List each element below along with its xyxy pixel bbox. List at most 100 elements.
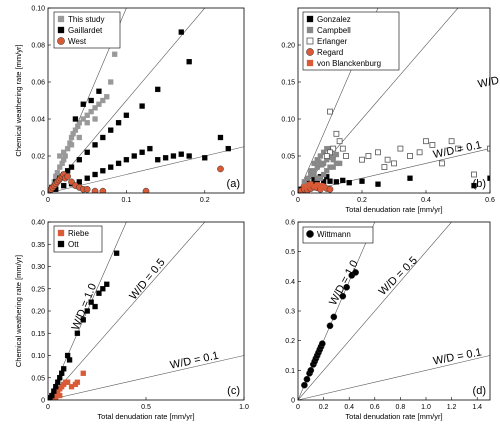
legend: Wittmann — [302, 226, 374, 244]
data-point — [303, 375, 311, 383]
data-point — [115, 160, 122, 167]
legend-marker — [57, 229, 65, 237]
data-point — [407, 175, 413, 181]
y-tick-label: 0.10 — [31, 353, 45, 360]
legend: Riebe Ott — [53, 225, 103, 253]
data-point — [108, 79, 114, 85]
ratio-line — [48, 8, 127, 193]
data-point — [88, 97, 94, 104]
x-tick-label: 0.2 — [200, 197, 210, 204]
x-tick-label: 0 — [46, 404, 50, 411]
ratio-label: W/D = 0.1 — [169, 350, 220, 372]
data-point — [108, 164, 114, 170]
data-point — [99, 187, 107, 193]
data-point — [91, 187, 99, 193]
legend: Gonzalez Campbell Erlanger Regard von Blanck… — [302, 11, 400, 71]
data-point — [327, 149, 333, 156]
data-point — [178, 29, 184, 35]
y-tick-label: 0.20 — [31, 309, 45, 316]
legend-label: Gaillardet — [68, 26, 103, 35]
data-point — [308, 168, 314, 174]
ratio-label: W/D = 1.0 — [327, 258, 361, 307]
y-tick-label: 0.20 — [281, 43, 295, 50]
legend-label: Ott — [68, 240, 79, 249]
data-point — [61, 366, 67, 372]
data-point — [57, 392, 63, 399]
data-point — [343, 153, 349, 159]
legend-marker — [306, 230, 314, 238]
data-point — [92, 142, 98, 148]
data-point — [391, 160, 397, 167]
data-point — [104, 281, 110, 287]
x-tick-label: 1.0 — [239, 404, 249, 411]
y-tick-label: 0 — [291, 191, 295, 198]
data-point — [346, 179, 352, 186]
y-tick-label: 0.05 — [31, 375, 45, 382]
data-point — [111, 51, 118, 57]
data-point — [202, 155, 208, 161]
y-tick-label: 0.5 — [285, 249, 295, 256]
x-axis-title: Total denudation rate [mm/yr] — [345, 412, 442, 421]
x-tick-label: 1.4 — [472, 404, 482, 411]
data-point — [301, 381, 308, 389]
x-tick-label: 0.4 — [344, 404, 354, 411]
y-tick-label: 0.1 — [285, 368, 295, 375]
data-point — [123, 112, 130, 118]
ratio-line — [48, 8, 206, 193]
data-point — [64, 173, 71, 180]
ratio-line — [48, 222, 127, 400]
data-point — [123, 157, 130, 163]
data-point — [333, 179, 340, 185]
data-point — [55, 379, 61, 385]
data-point — [381, 164, 388, 171]
data-point — [471, 171, 477, 178]
data-point — [217, 165, 224, 173]
data-point — [108, 127, 114, 133]
data-points — [48, 250, 120, 400]
data-point — [343, 283, 350, 291]
plot-frame — [47, 7, 245, 194]
y-tick-label: 0.02 — [31, 154, 45, 161]
x-tick-label: 0.6 — [485, 197, 495, 204]
data-point — [320, 171, 327, 178]
data-point — [68, 164, 75, 170]
data-point — [92, 303, 98, 310]
data-point — [316, 159, 322, 165]
data-point — [57, 375, 63, 381]
ratio-label: W/D = 0.1 — [432, 139, 483, 161]
legend-marker — [306, 26, 314, 34]
legend: This study Gaillardet West — [53, 11, 121, 49]
data-point — [76, 157, 83, 163]
legend-label: Regard — [317, 48, 343, 57]
data-point — [74, 379, 81, 385]
x-axis-title: Total denudation rate [mm/yr] — [345, 205, 442, 214]
data-point — [359, 156, 365, 163]
ratio-line — [298, 222, 452, 400]
data-point — [113, 250, 120, 256]
data-point — [326, 185, 334, 193]
x-tick-label: 0 — [296, 404, 300, 411]
data-point — [155, 86, 161, 93]
y-tick-label: 0.2 — [285, 338, 295, 345]
data-point — [487, 175, 490, 181]
y-tick-label: 0 — [41, 191, 45, 198]
panel-label: (d) — [473, 385, 486, 397]
data-point — [320, 149, 327, 155]
data-point — [487, 145, 490, 152]
y-tick-label: 0.05 — [281, 154, 295, 161]
plot-frame — [297, 221, 491, 401]
y-tick-label: 0.35 — [31, 242, 45, 249]
y-tick-label: 0.04 — [31, 117, 45, 124]
data-points — [301, 233, 372, 389]
data-point — [64, 352, 71, 359]
data-point — [429, 141, 436, 148]
data-point — [147, 145, 153, 152]
data-point — [80, 116, 86, 122]
x-tick-label: 0.2 — [357, 197, 367, 204]
ratio-label: W/D = 0.1 — [477, 69, 500, 91]
data-point — [96, 290, 102, 296]
data-point — [455, 145, 461, 152]
ratio-label: W/D = 0.5 — [127, 257, 167, 303]
data-point — [340, 177, 346, 184]
x-tick-label: 0.1 — [122, 197, 132, 204]
